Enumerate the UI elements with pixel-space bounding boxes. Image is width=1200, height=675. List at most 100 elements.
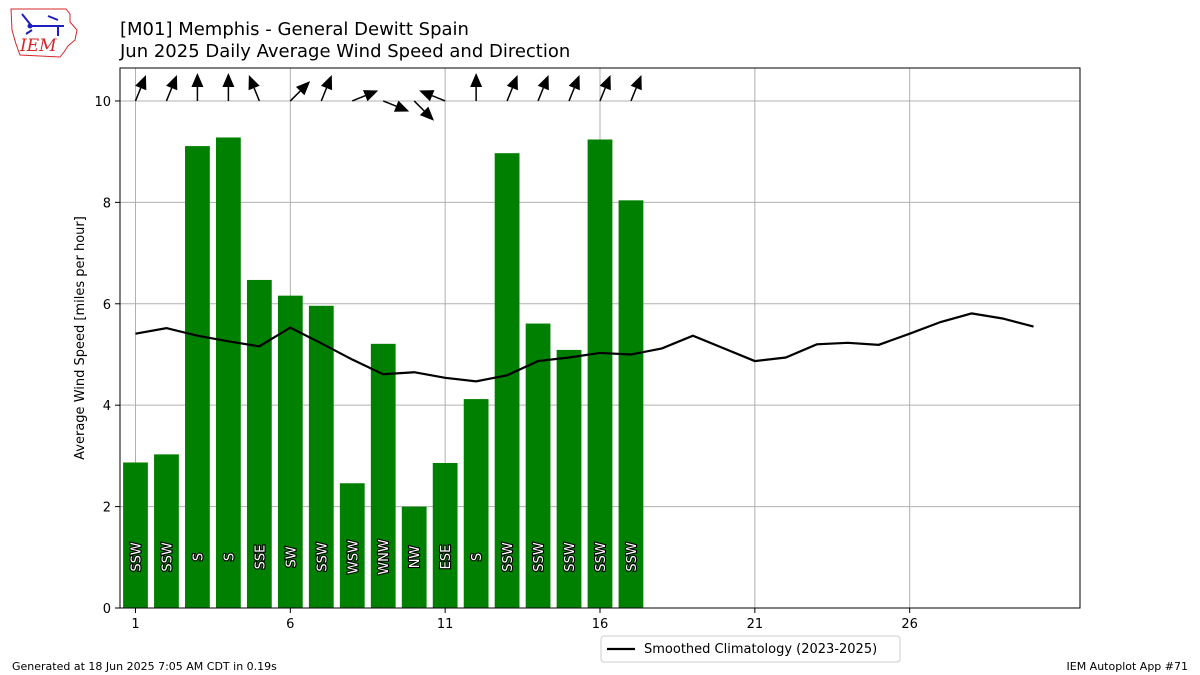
direction-label: SSW xyxy=(501,542,516,572)
wind-arrow xyxy=(191,72,204,101)
wind-arrow xyxy=(134,74,147,102)
footer-app: IEM Autoplot App #71 xyxy=(1067,660,1189,673)
wind-arrow xyxy=(419,90,446,102)
wind-arrow-head xyxy=(320,74,333,91)
wind-arrow xyxy=(382,100,410,112)
legend-climatology-label: Smoothed Climatology (2023-2025) xyxy=(644,642,877,657)
wind-arrow-head xyxy=(393,100,410,112)
direction-label: SSW xyxy=(563,542,578,572)
wind-arrow-shaft xyxy=(431,95,446,102)
wind-arrow-shaft xyxy=(320,87,328,102)
wind-arrow-shaft xyxy=(568,87,575,102)
footer-generated: Generated at 18 Jun 2025 7:05 AM CDT in … xyxy=(12,660,277,673)
wind-arrow xyxy=(470,72,483,101)
wind-bar xyxy=(277,295,303,608)
wind-arrow-head xyxy=(419,106,434,121)
x-tick-label: 6 xyxy=(286,617,294,632)
direction-label: S xyxy=(470,553,485,561)
wind-arrow-shaft xyxy=(134,87,142,102)
wind-arrow xyxy=(351,90,379,102)
wind-arrow xyxy=(413,100,434,121)
wind-arrow-shaft xyxy=(630,87,637,102)
wind-arrow-shaft xyxy=(537,87,545,102)
wind-arrow-shaft xyxy=(351,95,366,102)
wind-arrow xyxy=(222,72,235,101)
wind-bar xyxy=(185,146,210,608)
weather-station-icon xyxy=(21,13,64,36)
wind-arrow-head xyxy=(537,74,549,91)
wind-bar xyxy=(216,137,241,608)
climatology-layer xyxy=(135,312,1034,383)
y-tick-label: 10 xyxy=(94,95,111,110)
direction-label: SSW xyxy=(129,542,144,572)
wind-bar xyxy=(308,305,334,608)
wind-arrow-head xyxy=(222,72,235,87)
wind-bar xyxy=(587,139,613,608)
legend-box xyxy=(600,635,901,663)
direction-label: SSW xyxy=(594,542,609,572)
wind-arrow-head xyxy=(166,74,178,91)
wind-arrow-shaft xyxy=(289,90,301,102)
wind-arrow-head xyxy=(295,81,311,96)
x-tick-label: 11 xyxy=(437,617,454,632)
wind-arrow xyxy=(165,74,178,102)
x-tick-label: 1 xyxy=(131,617,139,632)
chart-title-line1: [M01] Memphis - General Dewitt Spain xyxy=(120,19,469,40)
direction-label: S xyxy=(222,553,237,561)
direction-arrows xyxy=(134,72,642,121)
wind-arrow-head xyxy=(248,74,260,91)
wind-arrow xyxy=(289,81,311,102)
wind-arrow xyxy=(630,74,642,102)
station-dot-icon xyxy=(27,23,33,29)
direction-label: S xyxy=(191,553,206,561)
wind-bar xyxy=(246,279,272,608)
direction-label: SSE xyxy=(253,545,268,570)
wind-arrow-head xyxy=(362,90,379,102)
wind-bar xyxy=(432,462,458,608)
direction-label: SW xyxy=(284,546,299,567)
wind-arrow xyxy=(599,74,611,102)
climatology-line xyxy=(135,312,1034,383)
y-tick-label: 2 xyxy=(103,501,111,516)
wind-arrow xyxy=(248,74,261,102)
x-tick-label: 26 xyxy=(901,617,918,632)
direction-label: NW xyxy=(408,546,423,569)
wind-arrow-shaft xyxy=(413,100,425,112)
wind-arrow-shaft xyxy=(165,87,173,102)
wind-arrow xyxy=(537,74,549,102)
y-tick-label: 6 xyxy=(103,298,111,313)
bars-layer xyxy=(123,137,644,609)
wind-arrow-head xyxy=(599,74,611,91)
iem-logo: IEM xyxy=(10,8,78,58)
direction-label: WNW xyxy=(377,539,392,575)
wind-bar xyxy=(123,462,148,608)
logo-text: IEM xyxy=(19,36,57,56)
wind-bar xyxy=(618,200,644,609)
direction-label: SSW xyxy=(160,542,175,572)
direction-label: ESE xyxy=(439,545,454,570)
wind-arrow-head xyxy=(506,74,518,91)
legend: Smoothed Climatology (2023-2025) xyxy=(600,635,901,663)
direction-label: SSW xyxy=(625,542,640,572)
direction-label: SSW xyxy=(315,542,330,572)
x-tick-label: 16 xyxy=(592,617,609,632)
wind-arrow-head xyxy=(568,74,580,91)
y-tick-label: 0 xyxy=(103,602,111,617)
wind-bar xyxy=(556,349,582,608)
wind-bar xyxy=(525,323,551,608)
y-tick-label: 8 xyxy=(103,196,111,211)
chart-title-line2: Jun 2025 Daily Average Wind Speed and Di… xyxy=(119,41,570,62)
y-tick-label: 4 xyxy=(103,399,111,414)
wind-arrow-shaft xyxy=(599,87,606,102)
wind-arrow-shaft xyxy=(253,87,261,102)
wind-arrow xyxy=(506,74,518,102)
x-tick-label: 21 xyxy=(747,617,764,632)
wind-bar xyxy=(401,506,427,608)
wind-arrow-head xyxy=(191,72,204,87)
y-axis-label: Average Wind Speed [miles per hour] xyxy=(73,216,88,460)
wind-arrow xyxy=(568,74,580,102)
wind-bar xyxy=(463,399,489,608)
wind-bar xyxy=(494,153,520,608)
